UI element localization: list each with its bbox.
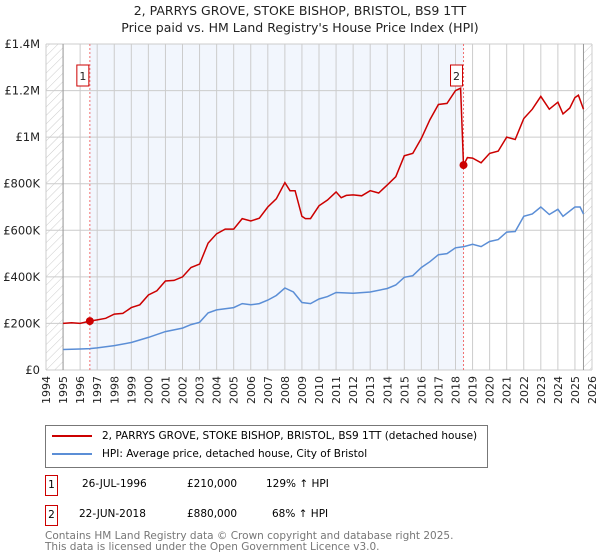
legend-item-property: 2, PARRYS GROVE, STOKE BISHOP, BRISTOL, … bbox=[52, 430, 477, 442]
footer-licence: This data is licensed under the Open Gov… bbox=[45, 541, 380, 553]
legend-swatch bbox=[52, 453, 92, 455]
y-tick-label: £400K bbox=[3, 270, 40, 284]
property-series-line bbox=[63, 87, 585, 325]
x-tick-label: 2022 bbox=[518, 376, 531, 404]
sale-date: 22-JUN-2018 bbox=[79, 508, 146, 520]
footer-copyright: Contains HM Land Registry data © Crown c… bbox=[45, 530, 454, 542]
x-tick-label: 2009 bbox=[296, 376, 309, 404]
x-tick-label: 2010 bbox=[313, 376, 326, 404]
x-tick-label: 2026 bbox=[586, 376, 599, 404]
x-tick-label: 2020 bbox=[484, 376, 497, 404]
hatched-region-left bbox=[46, 44, 64, 370]
sale-marker-badge: 2 bbox=[45, 505, 58, 526]
x-tick-label: 1994 bbox=[40, 376, 53, 404]
sale-point bbox=[459, 161, 468, 170]
x-tick-label: 2001 bbox=[159, 376, 172, 404]
legend-swatch bbox=[52, 435, 92, 437]
x-tick-label: 2007 bbox=[262, 376, 275, 404]
x-tick-label: 1997 bbox=[91, 376, 104, 404]
x-tick-label: 2008 bbox=[279, 376, 292, 404]
y-tick-label: £1.4M bbox=[4, 37, 40, 51]
x-tick-label: 2023 bbox=[535, 376, 548, 404]
y-tick-label: £600K bbox=[3, 223, 40, 237]
footer: Contains HM Land Registry data © Crown c… bbox=[45, 531, 453, 553]
sale-price: £210,000 bbox=[187, 478, 238, 490]
plot-area: 1994 1995 1996 1997 1998 1999 2000 2001 2002 2003… bbox=[3, 37, 599, 404]
legend-item-hpi: HPI: Average price, detached house, City… bbox=[52, 448, 367, 460]
x-tick-label: 2017 bbox=[432, 376, 445, 404]
title-line: 2, PARRYS GROVE, STOKE BISHOP, BRISTOL, … bbox=[133, 3, 467, 18]
x-tick-label: 1999 bbox=[125, 376, 138, 404]
x-tick-label: 2025 bbox=[569, 376, 582, 404]
x-tick-label: 2024 bbox=[552, 376, 565, 404]
x-tick-label: 2019 bbox=[467, 376, 480, 404]
legend-label: HPI: Average price, detached house, City… bbox=[102, 448, 368, 460]
y-tick-label: £1M bbox=[15, 130, 40, 144]
sale-row-1: 1 26-JUL-1996 £210,000 129% ↑ HPI bbox=[45, 475, 445, 496]
sale-annotation-label: 1 bbox=[79, 70, 86, 83]
y-tick-label: £200K bbox=[3, 316, 40, 330]
x-tick-label: 2002 bbox=[177, 376, 190, 404]
chart-title: 2, PARRYS GROVE, STOKE BISHOP, BRISTOL, … bbox=[0, 2, 600, 36]
sale-marker-badge: 1 bbox=[45, 475, 58, 496]
sale-annotation-box bbox=[450, 64, 464, 87]
y-tick-label: £800K bbox=[3, 177, 40, 191]
sale-point bbox=[85, 317, 94, 326]
hpi-series-line bbox=[63, 206, 585, 351]
x-tick-label: 2003 bbox=[194, 376, 207, 404]
legend: 2, PARRYS GROVE, STOKE BISHOP, BRISTOL, … bbox=[45, 425, 488, 468]
x-tick-label: 2012 bbox=[347, 376, 360, 404]
x-tick-label: 2015 bbox=[398, 376, 411, 404]
sale-hpi-diff: 68% ↑ HPI bbox=[272, 508, 329, 520]
x-tick-label: 2005 bbox=[228, 376, 241, 404]
legend-label: 2, PARRYS GROVE, STOKE BISHOP, BRISTOL, … bbox=[102, 430, 478, 442]
x-tick-label: 1995 bbox=[57, 376, 70, 404]
y-tick-label: £1.2M bbox=[4, 84, 40, 98]
x-tick-label: 2004 bbox=[211, 376, 224, 404]
x-tick-label: 2018 bbox=[450, 376, 463, 404]
sale-hpi-diff: 129% ↑ HPI bbox=[266, 478, 329, 490]
x-tick-label: 1998 bbox=[108, 376, 121, 404]
hatched-region-right bbox=[583, 44, 592, 370]
sale-annotation-label: 2 bbox=[453, 70, 460, 83]
subtitle-line: Price paid vs. HM Land Registry's House … bbox=[121, 20, 479, 35]
x-tick-label: 2021 bbox=[501, 376, 514, 404]
y-tick-label: £0 bbox=[25, 363, 40, 377]
sale-price: £880,000 bbox=[187, 508, 238, 520]
shaded-ownership-region bbox=[89, 44, 464, 370]
x-tick-label: 2013 bbox=[364, 376, 377, 404]
x-tick-label: 1996 bbox=[74, 376, 87, 404]
sale-date: 26-JUL-1996 bbox=[82, 478, 147, 490]
x-tick-label: 2014 bbox=[381, 376, 394, 404]
x-tick-label: 2006 bbox=[245, 376, 258, 404]
x-tick-label: 2011 bbox=[330, 376, 343, 404]
x-tick-label: 2016 bbox=[415, 376, 428, 404]
sale-row-2: 2 22-JUN-2018 £880,000 68% ↑ HPI bbox=[45, 505, 445, 526]
sale-annotation-box bbox=[76, 64, 90, 87]
x-tick-label: 2000 bbox=[142, 376, 155, 404]
